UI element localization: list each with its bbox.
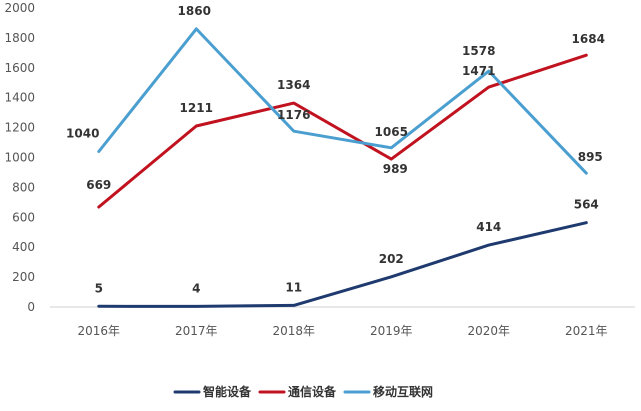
data-label: 1471 — [462, 64, 495, 78]
x-tick-label: 2017年 — [175, 324, 218, 338]
y-tick-label: 1400 — [4, 91, 35, 105]
y-tick-label: 800 — [12, 180, 35, 194]
data-label: 1364 — [277, 78, 310, 92]
data-label: 1860 — [178, 4, 211, 18]
legend-label: 通信设备 — [288, 384, 337, 399]
data-label: 5 — [95, 281, 103, 295]
data-label: 11 — [285, 280, 302, 294]
legend-label: 移动互联网 — [373, 384, 433, 399]
data-label: 989 — [383, 162, 408, 176]
data-label: 4 — [192, 281, 200, 295]
y-tick-label: 2000 — [4, 1, 35, 15]
series-line-0 — [97, 221, 588, 308]
lines-layer — [97, 27, 588, 308]
series-line-2 — [97, 27, 588, 175]
y-tick-label: 1200 — [4, 121, 35, 135]
x-tick-label: 2021年 — [565, 324, 608, 338]
y-tick-label: 1600 — [4, 61, 35, 75]
y-tick-label: 1000 — [4, 151, 35, 165]
legend-label: 智能设备 — [202, 384, 252, 399]
y-tick-label: 1800 — [4, 31, 35, 45]
data-label: 1578 — [462, 44, 495, 58]
series-line-1 — [97, 53, 588, 209]
y-tick-label: 200 — [12, 270, 35, 284]
data-label: 1684 — [572, 32, 605, 46]
data-label: 202 — [379, 252, 404, 266]
x-tick-label: 2016年 — [77, 324, 120, 338]
data-label: 1176 — [277, 108, 310, 122]
data-label: 895 — [578, 150, 603, 164]
data-label: 1211 — [180, 101, 213, 115]
data-label: 669 — [86, 178, 111, 192]
data-label: 414 — [476, 220, 501, 234]
axes-layer: 0 200 400 600 800 1000 1200 1400 1600 1800 2000 201… — [4, 1, 635, 338]
y-tick-label: 400 — [12, 240, 35, 254]
y-tick-label: 0 — [27, 300, 35, 314]
data-label: 1040 — [66, 127, 99, 141]
data-label: 564 — [574, 198, 599, 212]
y-tick-label: 600 — [12, 210, 35, 224]
data-label: 1065 — [375, 125, 408, 139]
x-tick-label: 2019年 — [370, 324, 413, 338]
x-tick-label: 2020年 — [467, 324, 510, 338]
data-labels-layer: 5 4 11 202 414 564 669 1211 1364 989 1471 1684 1040 1… — [66, 4, 605, 295]
x-tick-label: 2018年 — [272, 324, 315, 338]
legend: 智能设备 通信设备 移动互联网 — [173, 384, 433, 399]
